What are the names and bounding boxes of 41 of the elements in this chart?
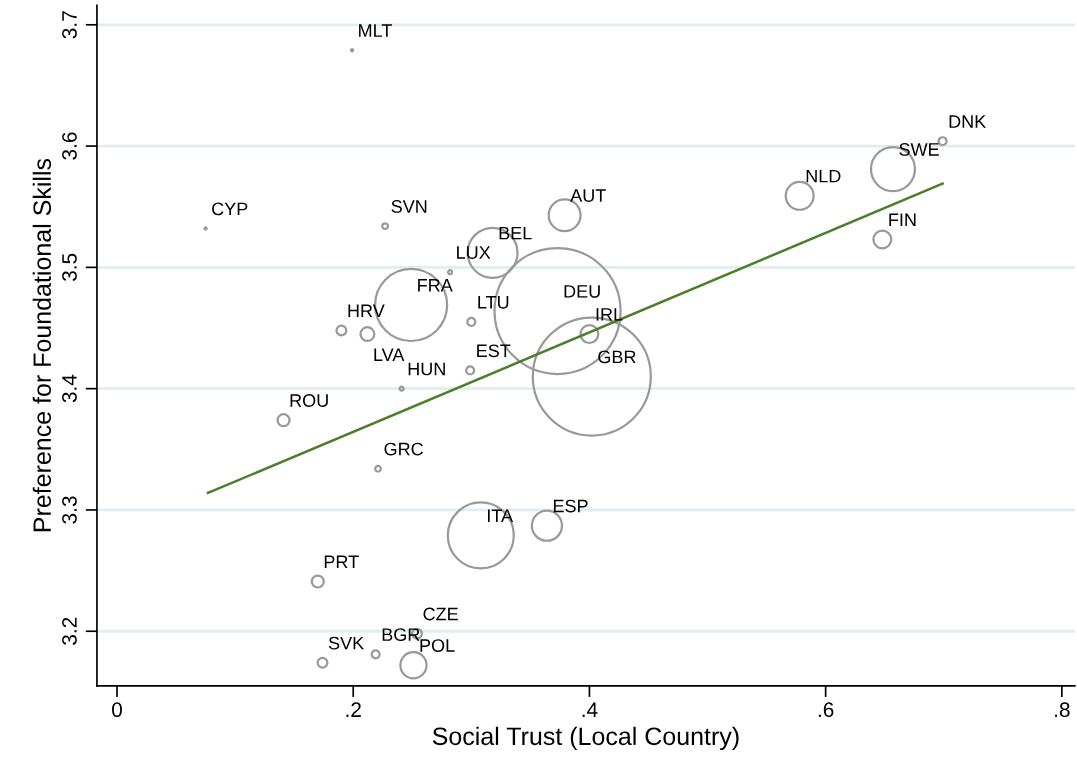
annotation: FRA [418, 279, 453, 292]
annotation: EST [477, 344, 511, 358]
y-tick-label: 3.3 [62, 496, 77, 524]
annotation: POL [420, 639, 455, 652]
x-tick-label: .6 [818, 702, 834, 718]
annotation: AUT [570, 189, 606, 202]
x-tick-label: .2 [346, 702, 361, 717]
annotation: CZE [423, 607, 458, 621]
annotation: FIN [889, 213, 916, 226]
annotation: ITA [488, 509, 514, 522]
annotation: DNK [949, 115, 987, 128]
annotation: LVA [374, 348, 405, 361]
annotation: HRV [348, 304, 385, 317]
annotation: BGR [382, 628, 420, 641]
annotation: ESP [553, 499, 588, 513]
annotation: SWE [899, 143, 939, 156]
x-tick-label: .8 [1055, 702, 1070, 718]
x-axis-title: Social Trust (Local Country) [432, 726, 739, 751]
annotation: MLT [359, 24, 392, 37]
annotation: SVK [328, 636, 364, 650]
annotation: GRC [384, 442, 424, 456]
y-tick-label: 3.7 [62, 11, 77, 39]
annotation: PRT [324, 555, 359, 569]
annotation: DEU [564, 285, 600, 298]
y-tick-label: 3.6 [62, 132, 77, 160]
annotation: IRL [596, 308, 623, 321]
annotation: BEL [499, 226, 532, 240]
y-tick-label: 3.4 [62, 374, 77, 403]
annotation: NLD [806, 169, 841, 183]
annotation: ROU [290, 394, 328, 407]
annotation: GBR [598, 350, 636, 364]
y-tick-label: 3.5 [62, 253, 77, 282]
annotation: HUN [408, 362, 445, 376]
annotation: CYP [212, 202, 248, 216]
annotation: LTU [478, 296, 509, 309]
x-tick-label: 0 [112, 702, 122, 718]
annotation: LUX [457, 246, 491, 259]
x-tick-label: .4 [582, 702, 598, 717]
y-tick-label: 3.2 [62, 617, 77, 645]
annotation: SVN [391, 200, 427, 213]
y-axis-title: Preference for Foundational Skills [32, 158, 52, 532]
